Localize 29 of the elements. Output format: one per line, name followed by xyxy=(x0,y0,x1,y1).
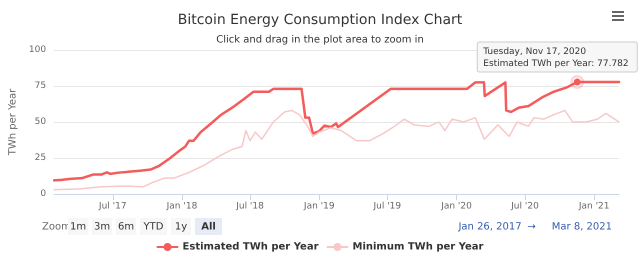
chart-subtitle: Click and drag in the plot area to zoom in xyxy=(216,34,424,46)
y-tick-label: 75 xyxy=(34,81,46,91)
x-tick-label: Jul '18 xyxy=(235,202,264,212)
x-tick-label: Jul '19 xyxy=(372,202,402,212)
legend-label: Estimated TWh per Year xyxy=(182,242,319,252)
x-tick-label: Jul '20 xyxy=(510,202,540,212)
text: Jan 26, 2017 xyxy=(457,222,522,232)
text: 6m xyxy=(118,222,134,232)
text: 3m xyxy=(94,222,110,232)
text: 1m xyxy=(70,222,86,232)
text: Mar 8, 2021 xyxy=(552,222,612,232)
y-tick-label: 25 xyxy=(34,153,46,163)
text: All xyxy=(201,222,216,232)
x-tick-label: Jul '17 xyxy=(98,202,127,212)
text: → xyxy=(527,222,536,232)
y-tick-label: 50 xyxy=(34,117,46,127)
x-tick-label: Jan '18 xyxy=(166,202,198,212)
annotation: Tuesday, Nov 17, 2020 Estimated TWh per Year: 77.782 xyxy=(482,46,629,69)
legend-label: Minimum TWh per Year xyxy=(352,242,484,252)
x-tick-label: Jan '21 xyxy=(578,202,610,212)
x-tick-label: Jan '19 xyxy=(302,202,335,212)
chart-title: Bitcoin Energy Consumption Index Chart xyxy=(178,12,463,28)
y-tick-label: 100 xyxy=(28,45,46,55)
text: 1y xyxy=(174,222,188,232)
y-tick-label: 0 xyxy=(40,189,46,199)
text: YTD xyxy=(142,222,164,232)
y-axis-title: TWh per Year xyxy=(8,88,18,156)
line-series xyxy=(53,110,620,190)
x-tick-label: Jan '20 xyxy=(440,202,472,212)
